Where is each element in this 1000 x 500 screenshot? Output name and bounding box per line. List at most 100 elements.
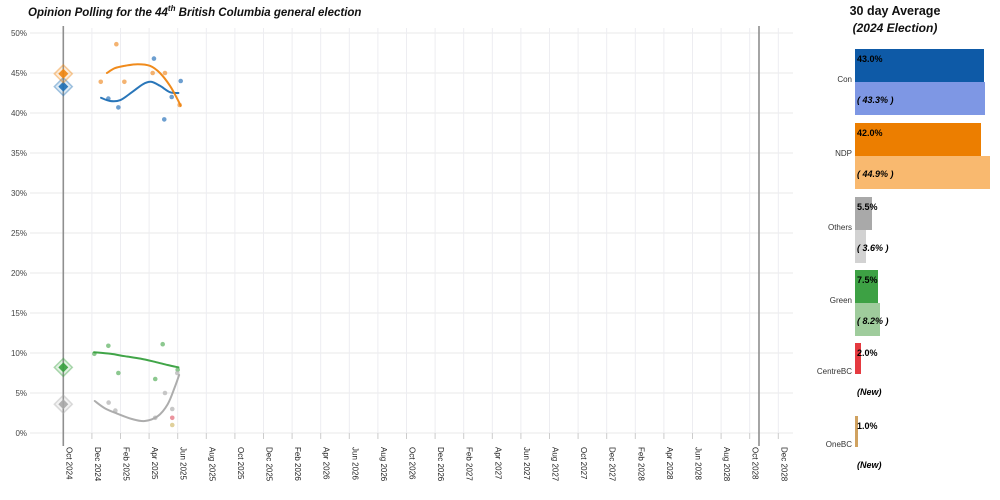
y-tick-label: 0%: [15, 429, 27, 438]
y-tick-label: 5%: [15, 389, 27, 398]
party-name: Others: [827, 223, 852, 232]
x-tick-label: Apr 2026: [322, 447, 331, 480]
poll-point-Green: [152, 376, 158, 382]
election-diamond-Green: [58, 362, 69, 373]
party-bars: 2.0% (New): [855, 343, 882, 397]
poll-point-CentreBC: [169, 415, 175, 421]
y-tick-label: 45%: [11, 69, 27, 78]
election-value-label: ( 3.6% ): [857, 243, 889, 253]
avg-value-label: 1.0%: [857, 421, 878, 431]
party-bars: 42.0% ( 44.9% ): [855, 123, 990, 189]
party-bars: 1.0% (New): [855, 416, 882, 470]
x-tick-label: Oct 2026: [408, 447, 417, 480]
poll-point-Green: [160, 341, 165, 347]
party-election-bar: [855, 230, 866, 263]
poll-point-Green: [116, 370, 121, 376]
poll-point-NDP: [162, 70, 168, 76]
poll-point-Con: [151, 56, 157, 61]
party-bars: 5.5% ( 3.6% ): [855, 197, 889, 263]
x-tick-label: Aug 2026: [379, 447, 388, 482]
y-tick-label: 30%: [11, 189, 27, 198]
x-tick-label: Feb 2027: [465, 447, 474, 481]
x-tick-label: Aug 2027: [551, 447, 560, 482]
legend-title: 30 day Average: [849, 4, 941, 18]
new-party-label: (New): [857, 387, 882, 397]
y-tick-label: 35%: [11, 149, 27, 158]
poll-point-Others: [174, 370, 180, 376]
x-tick-label: Dec 2024: [93, 447, 102, 482]
poll-point-Con: [161, 117, 167, 122]
x-tick-label: Apr 2025: [150, 447, 159, 480]
party-election-bar: [855, 303, 880, 336]
x-tick-label: Oct 2028: [751, 447, 760, 480]
x-tick-label: Oct 2024: [64, 447, 73, 480]
trend-line-Others: [93, 374, 181, 423]
party-name: Con: [837, 75, 852, 84]
poll-point-Others: [169, 406, 175, 412]
poll-point-NDP: [98, 79, 104, 85]
x-tick-label: Dec 2028: [779, 447, 788, 482]
poll-point-Green: [106, 343, 111, 349]
party-avg-bar: [855, 123, 981, 156]
y-tick-label: 20%: [11, 269, 27, 278]
poll-point-Others: [162, 390, 168, 396]
polling-chart: 0% 5% 10% 15% 20% 25% 30% 35% 40% 45% 50% Oct 2024 D…: [11, 26, 793, 482]
x-tick-label: Feb 2028: [636, 447, 645, 481]
trend-line-Con: [100, 80, 180, 103]
avg-value-label: 42.0%: [857, 128, 883, 138]
avg-value-label: 7.5%: [857, 275, 878, 285]
poll-point-NDP: [122, 79, 127, 85]
poll-point-NDP: [150, 70, 155, 76]
new-party-label: (New): [857, 460, 882, 470]
avg-value-label: 5.5%: [857, 202, 878, 212]
x-tick-label: Jun 2028: [694, 447, 703, 480]
election-value-label: ( 8.2% ): [857, 316, 889, 326]
election-diamond-NDP: [58, 68, 69, 79]
x-tick-label: Jun 2026: [350, 447, 359, 480]
election-value-label: ( 43.3% ): [857, 95, 894, 105]
x-tick-label: Oct 2025: [236, 447, 245, 480]
x-tick-label: Dec 2025: [265, 447, 274, 482]
party-name: NDP: [835, 149, 852, 158]
election-diamond-Others: [58, 399, 69, 410]
avg-value-label: 2.0%: [857, 348, 878, 358]
election-diamond-Con: [58, 81, 69, 92]
title-prefix: Opinion Polling for the 44: [28, 6, 168, 19]
party-bars: 43.0% ( 43.3% ): [855, 49, 985, 115]
party-name: CentreBC: [816, 367, 852, 376]
party-avg-bar: [855, 416, 858, 447]
party-election-bar: [855, 82, 985, 115]
y-tick-label: 10%: [11, 349, 27, 358]
x-tick-label: Aug 2028: [722, 447, 731, 482]
x-tick-label: Apr 2028: [665, 447, 674, 480]
election-value-label: ( 44.9% ): [857, 169, 894, 179]
y-tick-label: 40%: [11, 109, 27, 118]
poll-point-NDP: [114, 41, 119, 47]
party-name: OneBC: [825, 440, 852, 449]
y-tick-label: 50%: [11, 29, 27, 38]
poll-point-OneBC: [169, 422, 175, 428]
party-avg-bar: [855, 343, 861, 374]
legend-header: 30 day Average (2024 Election): [810, 4, 980, 35]
trend-line-Green: [93, 351, 180, 369]
x-tick-label: Oct 2027: [579, 447, 588, 480]
avg-value-label: 43.0%: [857, 54, 883, 64]
title-suffix: British Columbia general election: [175, 6, 362, 19]
x-tick-label: Jun 2025: [179, 447, 188, 480]
x-tick-label: Dec 2026: [436, 447, 445, 482]
poll-point-Con: [169, 94, 174, 100]
x-tick-label: Apr 2027: [493, 447, 502, 480]
page-title: Opinion Polling for the 44th British Col…: [28, 4, 361, 19]
x-tick-label: Aug 2025: [207, 447, 216, 482]
party-avg-bar: [855, 270, 878, 303]
legend-panel: 30 day Average (2024 Election) Con 43.0% (…: [810, 0, 1000, 500]
party-avg-bar: [855, 197, 872, 230]
y-tick-label: 25%: [11, 229, 27, 238]
party-avg-bar: [855, 49, 984, 82]
poll-point-Con: [116, 105, 121, 110]
y-tick-label: 15%: [11, 309, 27, 318]
x-tick-label: Feb 2025: [122, 447, 131, 481]
trend-line-NDP: [105, 63, 182, 107]
party-election-bar: [855, 156, 990, 189]
